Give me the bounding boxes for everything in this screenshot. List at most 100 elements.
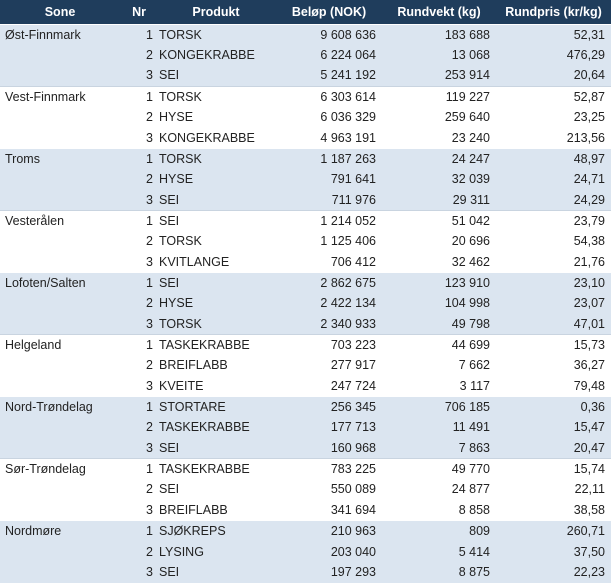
cell-produkt: TORSK xyxy=(156,147,276,169)
cell-nr: 1 xyxy=(120,457,156,480)
cell-sone xyxy=(0,106,120,128)
table-row: 2 HYSE 791 641 32 039 24,71 xyxy=(0,168,611,190)
cell-rundvekt: 8 858 xyxy=(382,499,496,521)
cell-belop: 5 241 192 xyxy=(276,65,382,87)
cell-sone xyxy=(0,189,120,211)
table-row: 3 SEI 5 241 192 253 914 20,64 xyxy=(0,65,611,87)
cell-produkt: TORSK xyxy=(156,23,276,45)
cell-nr: 3 xyxy=(120,251,156,273)
cell-sone xyxy=(0,313,120,335)
cell-rundpris: 52,31 xyxy=(496,23,611,45)
cell-rundvekt: 104 998 xyxy=(382,292,496,314)
cell-produkt: SEI xyxy=(156,189,276,211)
table-row: 3 KVEITE 247 724 3 117 79,48 xyxy=(0,375,611,397)
cell-belop: 550 089 xyxy=(276,479,382,500)
table-row: 2 BREIFLABB 277 917 7 662 36,27 xyxy=(0,355,611,376)
cell-sone xyxy=(0,65,120,87)
zone-group: Nordmøre 1 SJØKREPS 210 963 809 260,71 2 LYSING… xyxy=(0,520,611,583)
cell-rundpris: 476,29 xyxy=(496,44,611,66)
cell-sone: Vest-Finnmark xyxy=(0,85,120,107)
cell-rundpris: 36,27 xyxy=(496,355,611,376)
cell-rundvekt: 20 696 xyxy=(382,230,496,252)
zone-group: Vest-Finnmark 1 TORSK 6 303 614 119 227 52,87… xyxy=(0,85,611,149)
cell-sone: Sør-Trøndelag xyxy=(0,457,120,480)
cell-sone xyxy=(0,127,120,149)
cell-rundpris: 79,48 xyxy=(496,375,611,397)
cell-produkt: BREIFLABB xyxy=(156,355,276,376)
cell-rundvekt: 7 662 xyxy=(382,355,496,376)
cell-rundpris: 0,36 xyxy=(496,395,611,418)
table-row: Lofoten/Salten 1 SEI 2 862 675 123 910 23,10 xyxy=(0,271,611,293)
cell-nr: 2 xyxy=(120,479,156,500)
zone-group: Helgeland 1 TASKEKRABBE 703 223 44 699 15,73 2… xyxy=(0,333,611,397)
header-produkt[interactable]: Produkt xyxy=(156,0,276,24)
table-row: 3 SEI 160 968 7 863 20,47 xyxy=(0,437,611,459)
zone-group: Nord-Trøndelag 1 STORTARE 256 345 706 185 0,3… xyxy=(0,395,611,459)
cell-belop: 2 422 134 xyxy=(276,292,382,314)
table-row: Nordmøre 1 SJØKREPS 210 963 809 260,71 xyxy=(0,520,611,542)
cell-belop: 277 917 xyxy=(276,355,382,376)
table-row: 3 SEI 711 976 29 311 24,29 xyxy=(0,189,611,211)
cell-sone xyxy=(0,168,120,190)
header-belop[interactable]: Beløp (NOK) xyxy=(276,0,382,24)
cell-produkt: SEI xyxy=(156,209,276,231)
cell-produkt: TASKEKRABBE xyxy=(156,457,276,480)
cell-nr: 3 xyxy=(120,499,156,521)
cell-rundvekt: 24 247 xyxy=(382,147,496,169)
cell-rundvekt: 809 xyxy=(382,520,496,542)
header-row: Sone Nr Produkt Beløp (NOK) Rundvekt (kg… xyxy=(0,0,611,24)
cell-produkt: LYSING xyxy=(156,541,276,562)
cell-belop: 6 036 329 xyxy=(276,106,382,128)
cell-produkt: SEI xyxy=(156,65,276,87)
cell-rundpris: 20,47 xyxy=(496,437,611,459)
cell-produkt: HYSE xyxy=(156,106,276,128)
cell-rundpris: 21,76 xyxy=(496,251,611,273)
table-row: Nord-Trøndelag 1 STORTARE 256 345 706 185 0,3… xyxy=(0,395,611,418)
cell-produkt: KVEITE xyxy=(156,375,276,397)
cell-sone xyxy=(0,44,120,66)
header-sone[interactable]: Sone xyxy=(0,0,120,24)
header-nr[interactable]: Nr xyxy=(120,0,156,24)
table-row: Vesterålen 1 SEI 1 214 052 51 042 23,79 xyxy=(0,209,611,231)
cell-produkt: SJØKREPS xyxy=(156,520,276,542)
cell-rundpris: 15,73 xyxy=(496,333,611,355)
cell-rundpris: 15,47 xyxy=(496,417,611,438)
cell-rundpris: 54,38 xyxy=(496,230,611,252)
cell-nr: 2 xyxy=(120,230,156,252)
cell-rundvekt: 5 414 xyxy=(382,541,496,562)
cell-rundpris: 23,07 xyxy=(496,292,611,314)
cell-sone xyxy=(0,292,120,314)
cell-rundpris: 23,10 xyxy=(496,271,611,293)
cell-nr: 2 xyxy=(120,106,156,128)
cell-nr: 2 xyxy=(120,44,156,66)
cell-rundvekt: 44 699 xyxy=(382,333,496,355)
cell-rundvekt: 49 798 xyxy=(382,313,496,335)
cell-nr: 1 xyxy=(120,85,156,107)
header-rundpris[interactable]: Rundpris (kr/kg) xyxy=(496,0,611,24)
cell-belop: 706 412 xyxy=(276,251,382,273)
cell-produkt: BREIFLABB xyxy=(156,499,276,521)
cell-rundvekt: 49 770 xyxy=(382,457,496,480)
table-row: 2 TASKEKRABBE 177 713 11 491 15,47 xyxy=(0,417,611,438)
cell-nr: 2 xyxy=(120,355,156,376)
cell-rundpris: 47,01 xyxy=(496,313,611,335)
cell-rundpris: 23,79 xyxy=(496,209,611,231)
cell-sone: Troms xyxy=(0,147,120,169)
cell-nr: 3 xyxy=(120,375,156,397)
table-row: Øst-Finnmark 1 TORSK 9 608 636 183 688 52,31 xyxy=(0,23,611,45)
table-row: 3 SEI 197 293 8 875 22,23 xyxy=(0,561,611,583)
cell-rundvekt: 706 185 xyxy=(382,395,496,418)
cell-nr: 2 xyxy=(120,417,156,438)
table-header: Sone Nr Produkt Beløp (NOK) Rundvekt (kg… xyxy=(0,0,611,24)
cell-produkt: SEI xyxy=(156,437,276,459)
cell-produkt: SEI xyxy=(156,561,276,583)
cell-belop: 256 345 xyxy=(276,395,382,418)
cell-rundpris: 20,64 xyxy=(496,65,611,87)
cell-belop: 203 040 xyxy=(276,541,382,562)
cell-produkt: TORSK xyxy=(156,313,276,335)
cell-belop: 341 694 xyxy=(276,499,382,521)
table-row: Sør-Trøndelag 1 TASKEKRABBE 783 225 49 770 15… xyxy=(0,457,611,480)
cell-sone xyxy=(0,375,120,397)
cell-nr: 3 xyxy=(120,127,156,149)
header-rundvekt[interactable]: Rundvekt (kg) xyxy=(382,0,496,24)
